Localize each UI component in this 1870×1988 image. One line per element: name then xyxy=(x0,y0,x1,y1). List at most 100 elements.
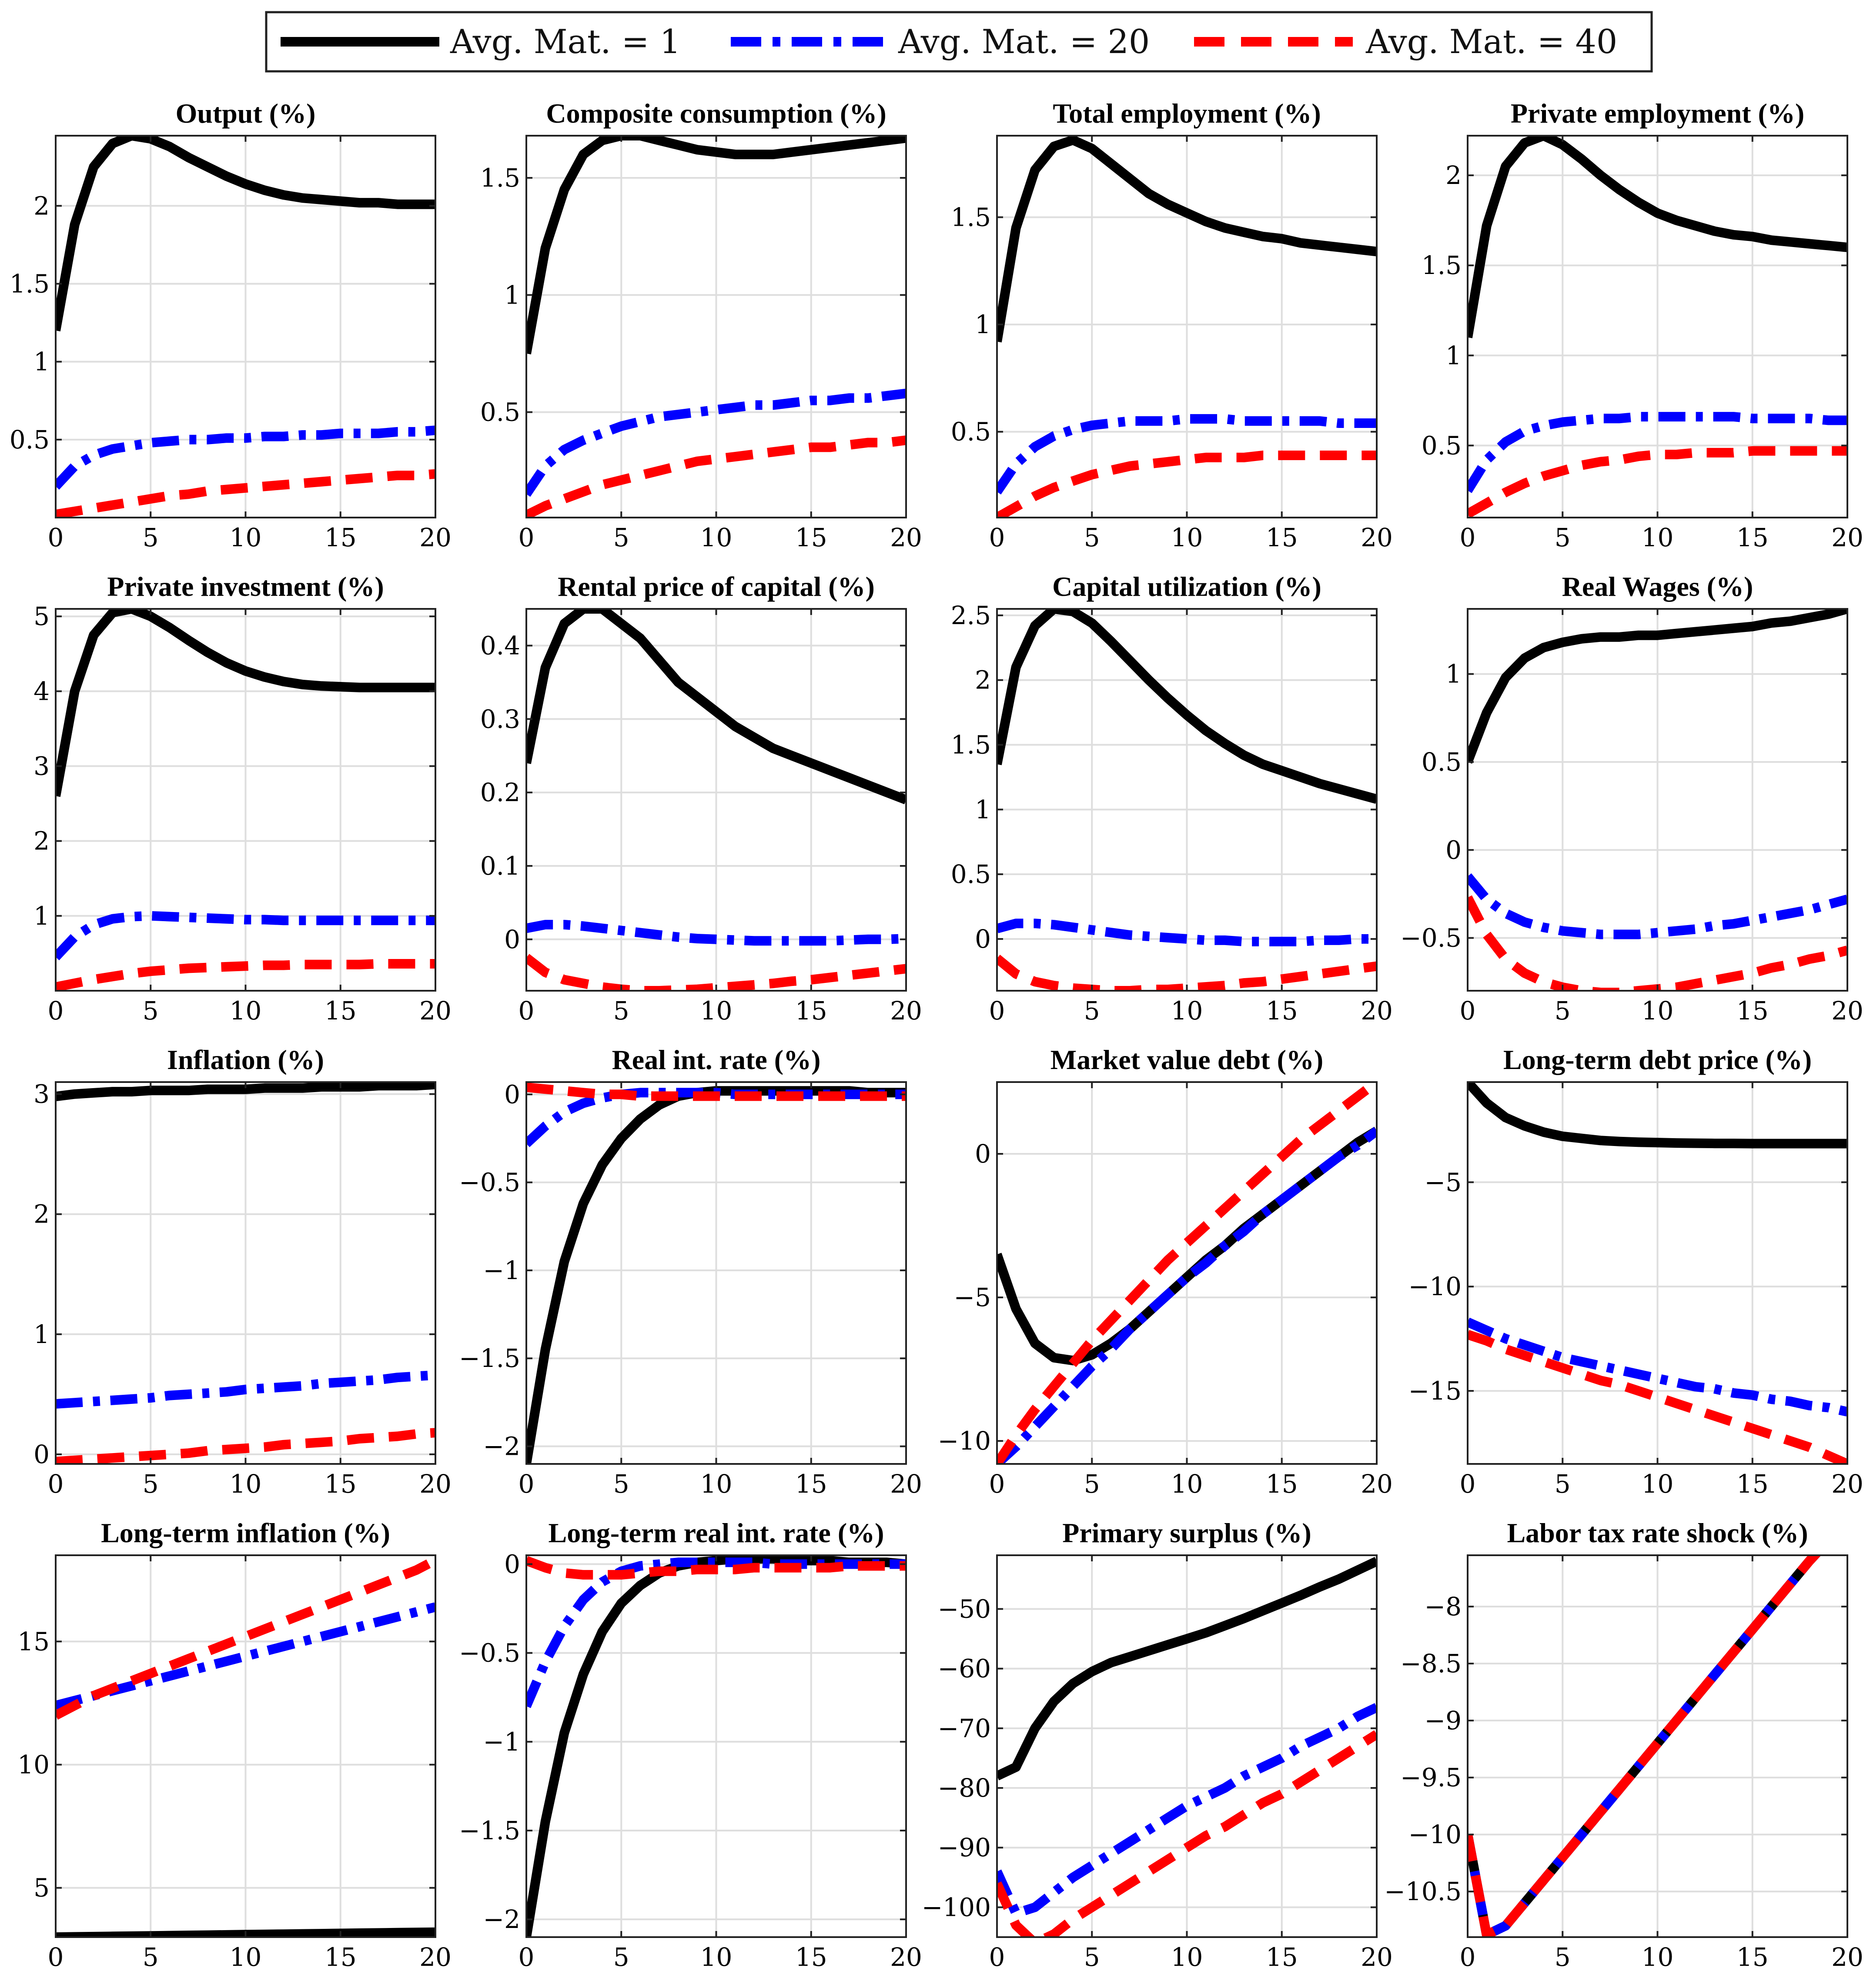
series-line-dashdot xyxy=(997,919,1377,946)
series-group xyxy=(997,136,1377,518)
legend-label-avg-mat-40: Avg. Mat. = 40 xyxy=(1365,22,1617,61)
x-tick-label: 10 xyxy=(700,996,733,1026)
series-line-dashdot xyxy=(56,1602,435,1711)
y-tick-label: 0 xyxy=(504,925,520,954)
panel-long-term-debt-price: Long-term debt price (%) 0 5 10 15 20 −15 −10 −5 xyxy=(1408,1044,1863,1499)
x-tick-label: 5 xyxy=(1555,1469,1571,1499)
y-tick-label: 2 xyxy=(1445,160,1462,190)
y-tick-label: −80 xyxy=(938,1773,991,1803)
y-tick-label: −0.5 xyxy=(1400,923,1462,953)
series-line-dashed xyxy=(526,435,906,518)
x-tick-label: 0 xyxy=(989,523,1005,552)
y-tick-label: 1.5 xyxy=(951,202,991,232)
x-tick-label: 5 xyxy=(143,1942,159,1972)
panel-title: Rental price of capital (%) xyxy=(558,571,875,602)
x-tick-label: 10 xyxy=(1642,996,1674,1026)
y-tick-label: 1.5 xyxy=(10,269,50,298)
y-tick-label: −100 xyxy=(922,1892,991,1922)
y-tick-label: −50 xyxy=(938,1594,991,1624)
panel-title: Private investment (%) xyxy=(107,571,384,602)
x-tick-label: 0 xyxy=(1460,1942,1476,1972)
panel-title: Primary surplus (%) xyxy=(1062,1517,1311,1548)
series-line-solid xyxy=(526,609,906,805)
x-tick-label: 10 xyxy=(1642,1942,1674,1972)
x-tick-label: 5 xyxy=(613,523,629,552)
x-tick-label: 15 xyxy=(1266,1469,1298,1499)
series-line-dashed xyxy=(526,1556,906,1580)
y-tick-label: −15 xyxy=(1408,1376,1462,1406)
y-tick-label: −1 xyxy=(483,1256,521,1285)
x-tick-label: 5 xyxy=(1084,996,1100,1026)
y-tick-label: 3 xyxy=(33,1079,50,1109)
y-tick-label: 1 xyxy=(975,795,991,824)
y-tick-label: 0.1 xyxy=(480,851,520,881)
y-tick-label: −8 xyxy=(1425,1592,1462,1621)
y-tick-label: 2.5 xyxy=(951,601,991,630)
x-tick-label: 0 xyxy=(1460,996,1476,1026)
x-tick-label: 20 xyxy=(1361,996,1393,1026)
x-tick-label: 5 xyxy=(1084,523,1100,552)
y-tick-label: 10 xyxy=(17,1750,50,1779)
y-tick-label: −1.5 xyxy=(459,1343,520,1373)
x-tick-label: 5 xyxy=(143,1469,159,1499)
y-tick-label: 1.5 xyxy=(951,730,991,760)
x-tick-label: 15 xyxy=(795,996,827,1026)
series-line-dashed xyxy=(526,1083,906,1101)
x-tick-label: 0 xyxy=(989,996,1005,1026)
y-tick-label: 0.5 xyxy=(951,417,991,447)
panel-primary-surplus: Primary surplus (%) 0 5 10 15 20 −100 −90 −80 −70… xyxy=(922,1517,1393,1972)
x-tick-label: 0 xyxy=(1460,1469,1476,1499)
x-tick-label: 0 xyxy=(48,1469,64,1499)
x-tick-label: 5 xyxy=(613,1469,629,1499)
panel-real-wages: Real Wages (%) 0 5 10 15 20 −0.5 0 0.5 1 xyxy=(1400,571,1863,1026)
y-tick-label: −0.5 xyxy=(459,1168,520,1197)
panel-private-employment: Private employment (%) 0 5 10 15 20 0.5 1 1.5 2 xyxy=(1422,98,1863,552)
x-tick-label: 0 xyxy=(48,523,64,552)
series-line-dashdot xyxy=(997,1703,1377,1918)
x-tick-label: 15 xyxy=(324,1942,357,1972)
series-group xyxy=(997,1557,1377,1937)
y-tick-label: 0 xyxy=(975,924,991,954)
x-tick-label: 10 xyxy=(1642,523,1674,552)
panel-composite-consumption: Composite consumption (%) 0 5 10 15 20 0.5 1 1.5 xyxy=(480,98,922,552)
y-tick-label: −10 xyxy=(938,1426,991,1456)
y-tick-label: −9.5 xyxy=(1400,1763,1462,1792)
x-tick-label: 20 xyxy=(419,1942,452,1972)
x-tick-label: 20 xyxy=(890,1942,922,1972)
panel-title: Total employment (%) xyxy=(1053,98,1321,129)
x-tick-label: 20 xyxy=(1831,996,1863,1026)
legend-label-avg-mat-20: Avg. Mat. = 20 xyxy=(898,22,1150,61)
series-group xyxy=(1468,1555,1821,1937)
x-tick-label: 10 xyxy=(700,1469,733,1499)
y-tick-label: 1.5 xyxy=(480,163,520,193)
y-tick-label: 2 xyxy=(975,665,991,695)
y-tick-label: −90 xyxy=(938,1833,991,1862)
y-tick-label: 1 xyxy=(975,310,991,339)
y-tick-label: 3 xyxy=(33,752,50,781)
panel-title: Labor tax rate shock (%) xyxy=(1507,1517,1808,1548)
y-tick-label: 1 xyxy=(33,901,50,931)
x-tick-label: 5 xyxy=(1555,996,1571,1026)
x-tick-label: 10 xyxy=(230,996,262,1026)
series-line-dashdot xyxy=(526,388,906,497)
x-tick-label: 10 xyxy=(230,1469,262,1499)
panel-long-term-inflation: Long-term inflation (%) 0 5 10 15 20 5 10 15 xyxy=(17,1517,452,1972)
series-line-solid xyxy=(56,136,435,331)
x-tick-label: 5 xyxy=(1084,1942,1100,1972)
y-tick-label: 1 xyxy=(33,1320,50,1349)
x-tick-label: 10 xyxy=(1171,996,1203,1026)
x-tick-label: 15 xyxy=(1736,1942,1769,1972)
x-tick-label: 20 xyxy=(890,1469,922,1499)
x-tick-label: 0 xyxy=(989,1469,1005,1499)
x-tick-label: 15 xyxy=(1736,996,1769,1026)
panel-title: Real Wages (%) xyxy=(1562,571,1753,602)
y-tick-label: −60 xyxy=(938,1654,991,1684)
x-tick-label: 0 xyxy=(48,1942,64,1972)
x-tick-label: 10 xyxy=(1642,1469,1674,1499)
x-tick-label: 20 xyxy=(1361,1469,1393,1499)
panel-labor-tax-rate-shock: Labor tax rate shock (%) 0 5 10 15 20 −10.5 −10… xyxy=(1384,1517,1863,1972)
x-tick-label: 10 xyxy=(230,523,262,552)
y-tick-label: 2 xyxy=(33,826,50,856)
series-line-solid xyxy=(56,609,435,797)
series-line-solid xyxy=(1468,609,1847,764)
